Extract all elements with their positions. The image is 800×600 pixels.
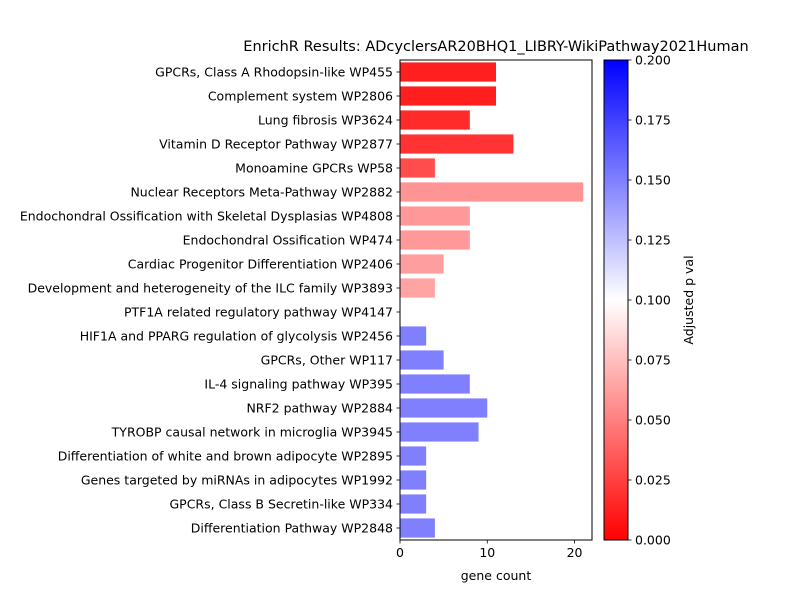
- y-tick-label: NRF2 pathway WP2884: [246, 401, 393, 416]
- y-tick-label: IL-4 signaling pathway WP395: [204, 377, 393, 392]
- y-tick-label: Differentiation of white and brown adipo…: [58, 449, 393, 464]
- x-tick-label: 10: [479, 545, 495, 560]
- bar: [400, 254, 444, 274]
- bar: [400, 326, 427, 346]
- y-tick-label: PTF1A related regulatory pathway WP4147: [124, 305, 393, 320]
- colorbar-tick-label: 0.025: [635, 473, 671, 488]
- bar: [400, 278, 435, 298]
- colorbar-tick-label: 0.175: [635, 113, 671, 128]
- y-tick-label: GPCRs, Other WP117: [261, 353, 393, 368]
- bar: [400, 494, 427, 514]
- bar: [400, 206, 470, 226]
- colorbar-tick-label: 0.000: [635, 533, 671, 548]
- colorbar: [603, 59, 629, 541]
- bar: [400, 134, 514, 154]
- colorbar-tick-label: 0.200: [635, 53, 671, 68]
- y-tick-label: Lung fibrosis WP3624: [258, 113, 393, 128]
- x-tick-label: 20: [567, 545, 583, 560]
- y-tick-label: Endochondral Ossification WP474: [183, 233, 393, 248]
- y-tick-label: Genes targeted by miRNAs in adipocytes W…: [81, 473, 393, 488]
- bar: [400, 470, 427, 490]
- colorbar-tick-label: 0.075: [635, 353, 671, 368]
- bar: [400, 350, 444, 370]
- y-tick-label: Monoamine GPCRs WP58: [235, 161, 393, 176]
- y-tick-label: Vitamin D Receptor Pathway WP2877: [159, 137, 393, 152]
- colorbar-tick-label: 0.100: [635, 293, 671, 308]
- colorbar-tick-label: 0.050: [635, 413, 671, 428]
- bar: [400, 398, 488, 418]
- x-axis-ticks: 0 10 20: [396, 540, 583, 560]
- colorbar-tick-label: 0.150: [635, 173, 671, 188]
- y-tick-label: HIF1A and PPARG regulation of glycolysis…: [80, 329, 393, 344]
- colorbar-tick-label: 0.125: [635, 233, 671, 248]
- y-tick-label: Differentiation Pathway WP2848: [191, 521, 393, 536]
- plot-frame: [399, 59, 593, 541]
- bar: [400, 518, 435, 538]
- y-tick-label: Development and heterogeneity of the ILC…: [28, 281, 393, 296]
- y-tick-label: Nuclear Receptors Meta-Pathway WP2882: [130, 185, 393, 200]
- bar: [400, 158, 435, 178]
- bar: [400, 230, 470, 250]
- bar: [400, 110, 470, 130]
- y-tick-label: GPCRs, Class A Rhodopsin-like WP455: [155, 65, 393, 80]
- x-tick-label: 0: [396, 545, 404, 560]
- y-tick-label: Endochondral Ossification with Skeletal …: [20, 209, 393, 224]
- y-tick-label: TYROBP causal network in microglia WP394…: [111, 425, 393, 440]
- y-tick-label: Complement system WP2806: [208, 89, 393, 104]
- chart-title: EnrichR Results: ADcyclersAR20BHQ1_LIBRY…: [243, 39, 748, 55]
- bar-series: [400, 62, 584, 538]
- y-tick-label: Cardiac Progenitor Differentiation WP240…: [128, 257, 393, 272]
- colorbar-label: Adjusted p val: [681, 255, 696, 344]
- colorbar-ticks: 0.000 0.025 0.050 0.075 0.100 0.125 0.150 0.175…: [628, 53, 671, 548]
- bar: [400, 182, 584, 202]
- bar: [400, 62, 496, 82]
- bar: [400, 422, 479, 442]
- bar: [400, 86, 496, 106]
- bar: [400, 374, 470, 394]
- x-axis-label: gene count: [461, 568, 532, 583]
- y-axis-ticks: GPCRs, Class A Rhodopsin-like WP455 Compl…: [20, 65, 400, 536]
- bar: [400, 446, 427, 466]
- y-tick-label: GPCRs, Class B Secretin-like WP334: [169, 497, 393, 512]
